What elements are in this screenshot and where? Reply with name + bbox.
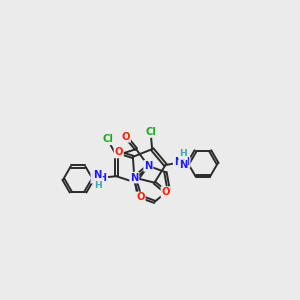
- Text: Cl: Cl: [145, 127, 156, 137]
- Text: O: O: [115, 148, 123, 158]
- Text: H: H: [94, 181, 102, 190]
- Text: NH: NH: [91, 173, 107, 183]
- Text: N: N: [130, 172, 139, 183]
- Text: N: N: [144, 161, 152, 171]
- Text: N: N: [179, 160, 187, 170]
- Text: O: O: [122, 132, 130, 142]
- Text: O: O: [161, 187, 170, 197]
- Text: NH: NH: [174, 157, 190, 167]
- Text: O: O: [136, 192, 145, 203]
- Text: N: N: [94, 170, 102, 180]
- Text: H: H: [179, 149, 187, 158]
- Text: Cl: Cl: [102, 134, 113, 144]
